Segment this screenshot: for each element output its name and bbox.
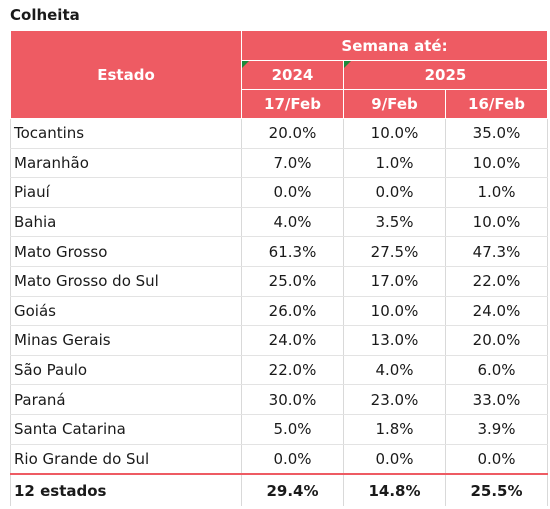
value-cell-2025-9feb: 10.0% [343, 118, 446, 149]
header-week-17-feb: 17/Feb [241, 89, 344, 119]
value-cell-2025-9feb: 4.0% [343, 355, 446, 386]
value-cell-2025-9feb: 3.5% [343, 207, 446, 238]
value-cell-2024: 61.3% [241, 236, 344, 267]
state-cell: São Paulo [10, 355, 242, 386]
total-2025-16feb: 25.5% [444, 473, 549, 507]
value-cell-2024: 0.0% [241, 177, 344, 208]
state-cell: Rio Grande do Sul [10, 444, 242, 475]
comment-marker-icon [242, 61, 249, 68]
header-year-2024: 2024 [241, 60, 344, 90]
table-row: Rio Grande do Sul 0.0% 0.0% 0.0% [10, 444, 549, 475]
table-row: Mato Grosso do Sul 25.0% 17.0% 22.0% [10, 266, 549, 297]
value-cell-2025-16feb: 22.0% [444, 266, 549, 297]
state-cell: Maranhão [10, 148, 242, 179]
table-row: Santa Catarina 5.0% 1.8% 3.9% [10, 414, 549, 445]
value-cell-2025-16feb: 1.0% [444, 177, 549, 208]
value-cell-2025-16feb: 10.0% [444, 207, 549, 238]
value-cell-2025-16feb: 35.0% [444, 118, 549, 149]
value-cell-2025-9feb: 23.0% [343, 384, 446, 415]
state-cell: Tocantins [10, 118, 242, 149]
table-title: Colheita [10, 6, 80, 24]
table-header: Estado Semana até: 2024 2025 17/Feb 9/Fe… [10, 30, 549, 119]
state-cell: Paraná [10, 384, 242, 415]
header-week-16-feb: 16/Feb [444, 89, 549, 119]
table-row: Mato Grosso 61.3% 27.5% 47.3% [10, 236, 549, 267]
total-label: 12 estados [10, 473, 242, 507]
table-row: Tocantins 20.0% 10.0% 35.0% [10, 118, 549, 149]
value-cell-2024: 0.0% [241, 444, 344, 475]
value-cell-2025-16feb: 47.3% [444, 236, 549, 267]
header-year-2025: 2025 [342, 60, 549, 90]
header-estado: Estado [10, 30, 242, 119]
value-cell-2025-9feb: 13.0% [343, 325, 446, 356]
state-cell: Minas Gerais [10, 325, 242, 356]
state-cell: Santa Catarina [10, 414, 242, 445]
total-row: 12 estados 29.4% 14.8% 25.5% [10, 473, 549, 507]
table-row: Piauí 0.0% 0.0% 1.0% [10, 177, 549, 208]
value-cell-2025-9feb: 1.0% [343, 148, 446, 179]
value-cell-2025-16feb: 0.0% [444, 444, 549, 475]
table-row: São Paulo 22.0% 4.0% 6.0% [10, 355, 549, 386]
table-row: Paraná 30.0% 23.0% 33.0% [10, 384, 549, 415]
value-cell-2025-16feb: 24.0% [444, 296, 549, 327]
value-cell-2025-9feb: 27.5% [343, 236, 446, 267]
state-cell: Mato Grosso do Sul [10, 266, 242, 297]
value-cell-2025-16feb: 20.0% [444, 325, 549, 356]
value-cell-2025-16feb: 10.0% [444, 148, 549, 179]
value-cell-2025-9feb: 0.0% [343, 444, 446, 475]
value-cell-2024: 22.0% [241, 355, 344, 386]
state-cell: Piauí [10, 177, 242, 208]
total-2025-9feb: 14.8% [343, 473, 446, 507]
value-cell-2024: 24.0% [241, 325, 344, 356]
value-cell-2024: 26.0% [241, 296, 344, 327]
header-year-2025-label: 2025 [424, 66, 467, 84]
value-cell-2024: 20.0% [241, 118, 344, 149]
table-row: Goiás 26.0% 10.0% 24.0% [10, 296, 549, 327]
comment-marker-icon [344, 61, 351, 68]
table-footer: 12 estados 29.4% 14.8% 25.5% [10, 473, 549, 507]
table-body: Tocantins 20.0% 10.0% 35.0% Maranhão 7.0… [10, 118, 549, 475]
state-cell: Mato Grosso [10, 236, 242, 267]
header-week-9-feb: 9/Feb [343, 89, 446, 119]
value-cell-2025-16feb: 3.9% [444, 414, 549, 445]
value-cell-2025-9feb: 0.0% [343, 177, 446, 208]
table-row: Maranhão 7.0% 1.0% 10.0% [10, 148, 549, 179]
total-2024: 29.4% [241, 473, 344, 507]
value-cell-2024: 7.0% [241, 148, 344, 179]
state-cell: Bahia [10, 207, 242, 238]
state-cell: Goiás [10, 296, 242, 327]
harvest-table: Estado Semana até: 2024 2025 17/Feb 9/Fe… [10, 30, 549, 507]
value-cell-2024: 5.0% [241, 414, 344, 445]
table-row: Minas Gerais 24.0% 13.0% 20.0% [10, 325, 549, 356]
header-week-group: Semana até: [240, 30, 549, 61]
value-cell-2024: 4.0% [241, 207, 344, 238]
value-cell-2025-16feb: 6.0% [444, 355, 549, 386]
header-year-2024-label: 2024 [271, 66, 314, 84]
value-cell-2025-9feb: 1.8% [343, 414, 446, 445]
value-cell-2025-16feb: 33.0% [444, 384, 549, 415]
value-cell-2024: 30.0% [241, 384, 344, 415]
value-cell-2025-9feb: 17.0% [343, 266, 446, 297]
table-row: Bahia 4.0% 3.5% 10.0% [10, 207, 549, 238]
value-cell-2025-9feb: 10.0% [343, 296, 446, 327]
value-cell-2024: 25.0% [241, 266, 344, 297]
